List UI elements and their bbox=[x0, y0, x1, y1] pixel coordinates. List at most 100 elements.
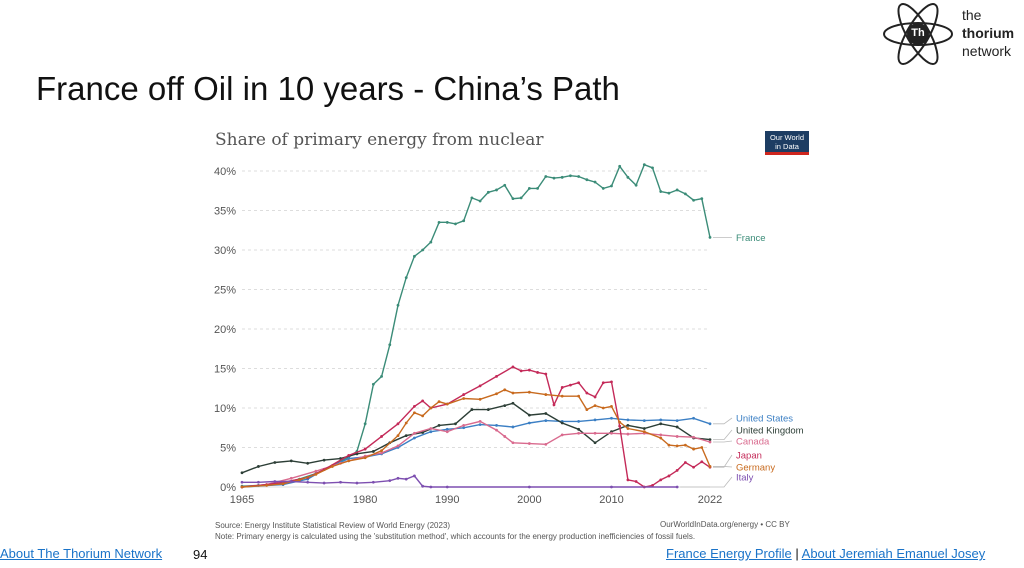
data-point bbox=[659, 190, 663, 193]
data-point bbox=[404, 477, 408, 481]
data-point bbox=[610, 405, 613, 408]
data-point bbox=[413, 254, 416, 258]
data-point bbox=[536, 186, 539, 190]
data-point bbox=[544, 442, 548, 446]
data-point bbox=[363, 456, 367, 460]
data-point bbox=[577, 431, 581, 435]
data-point bbox=[610, 485, 613, 489]
data-point bbox=[708, 440, 712, 444]
data-point bbox=[610, 416, 613, 420]
y-tick-label: 5% bbox=[220, 443, 236, 455]
data-point bbox=[519, 369, 523, 373]
data-point bbox=[429, 485, 433, 489]
footer-separator: | bbox=[795, 546, 799, 561]
series-line-france bbox=[241, 163, 711, 487]
x-tick-label: 1965 bbox=[230, 494, 254, 506]
data-point bbox=[683, 443, 687, 447]
data-point bbox=[675, 419, 679, 423]
data-point bbox=[577, 381, 581, 385]
data-point bbox=[536, 371, 539, 374]
data-point bbox=[511, 425, 515, 429]
label-connector bbox=[713, 466, 733, 468]
data-point bbox=[610, 380, 613, 384]
data-point bbox=[651, 166, 654, 170]
data-point bbox=[486, 190, 490, 194]
data-point bbox=[314, 469, 318, 473]
data-point bbox=[552, 176, 556, 180]
chart-title: Share of primary energy from nuclear bbox=[215, 130, 544, 150]
data-point bbox=[577, 175, 581, 178]
data-point bbox=[478, 420, 482, 423]
data-point bbox=[273, 461, 277, 464]
label-connector bbox=[713, 454, 733, 468]
chart-credit: OurWorldInData.org/energy • CC BY bbox=[660, 520, 790, 529]
owid-badge[interactable]: Our World in Data bbox=[765, 131, 809, 155]
data-point bbox=[257, 480, 260, 484]
data-point bbox=[577, 394, 581, 398]
data-point bbox=[601, 406, 605, 410]
data-point bbox=[634, 480, 638, 483]
data-point bbox=[495, 428, 498, 432]
chart-note: Note: Primary energy is calculated using… bbox=[215, 532, 696, 541]
data-point bbox=[421, 248, 425, 252]
data-point bbox=[708, 235, 712, 239]
data-point bbox=[470, 408, 474, 411]
series-line-united-states bbox=[241, 417, 711, 488]
data-point bbox=[585, 408, 589, 411]
data-point bbox=[314, 472, 318, 476]
data-point bbox=[569, 174, 572, 178]
data-point bbox=[404, 421, 408, 425]
series-label-france: France bbox=[736, 233, 766, 244]
data-point bbox=[651, 484, 654, 487]
data-point bbox=[519, 196, 523, 200]
logo-line-network: network bbox=[962, 43, 1012, 59]
data-point bbox=[421, 414, 425, 418]
data-point bbox=[700, 446, 704, 449]
data-point bbox=[445, 402, 449, 406]
about-jeremiah-link[interactable]: About Jeremiah Emanuel Josey bbox=[801, 546, 986, 561]
y-tick-label: 40% bbox=[214, 166, 236, 178]
data-point bbox=[511, 197, 515, 201]
data-point bbox=[593, 418, 597, 422]
data-point bbox=[478, 199, 482, 203]
data-point bbox=[527, 442, 531, 445]
data-point bbox=[692, 198, 695, 202]
logo-line-thorium: thorium bbox=[962, 25, 1015, 41]
data-point bbox=[421, 484, 425, 488]
series-label-germany: Germany bbox=[736, 463, 775, 474]
data-point bbox=[437, 220, 441, 224]
data-point bbox=[708, 422, 712, 426]
data-point bbox=[593, 431, 597, 435]
data-point bbox=[503, 388, 507, 392]
x-tick-label: 1990 bbox=[435, 494, 459, 506]
data-point bbox=[626, 427, 630, 430]
data-point bbox=[413, 436, 416, 440]
data-point bbox=[503, 404, 507, 408]
data-point bbox=[454, 422, 457, 426]
data-point bbox=[642, 427, 646, 430]
data-point bbox=[544, 412, 548, 415]
data-point bbox=[683, 192, 687, 196]
data-point bbox=[429, 427, 433, 430]
data-point bbox=[445, 430, 449, 434]
data-point bbox=[495, 188, 498, 192]
data-point bbox=[675, 485, 679, 489]
data-point bbox=[289, 476, 293, 480]
france-energy-profile-link[interactable]: France Energy Profile bbox=[666, 546, 792, 561]
thorium-network-logo: Th the thorium network bbox=[880, 2, 1020, 66]
data-point bbox=[593, 404, 597, 408]
data-point bbox=[413, 474, 416, 478]
data-point bbox=[495, 423, 498, 427]
x-tick-label: 1980 bbox=[353, 494, 377, 506]
data-point bbox=[396, 434, 400, 438]
data-point bbox=[363, 447, 367, 451]
data-point bbox=[306, 480, 310, 484]
data-point bbox=[675, 188, 679, 192]
about-thorium-network-link[interactable]: About The Thorium Network bbox=[0, 546, 163, 561]
data-point bbox=[380, 435, 383, 438]
data-point bbox=[577, 420, 581, 423]
data-point bbox=[610, 431, 613, 435]
data-point bbox=[347, 454, 351, 457]
data-point bbox=[527, 413, 531, 417]
series-line-united-kingdom bbox=[241, 402, 711, 474]
